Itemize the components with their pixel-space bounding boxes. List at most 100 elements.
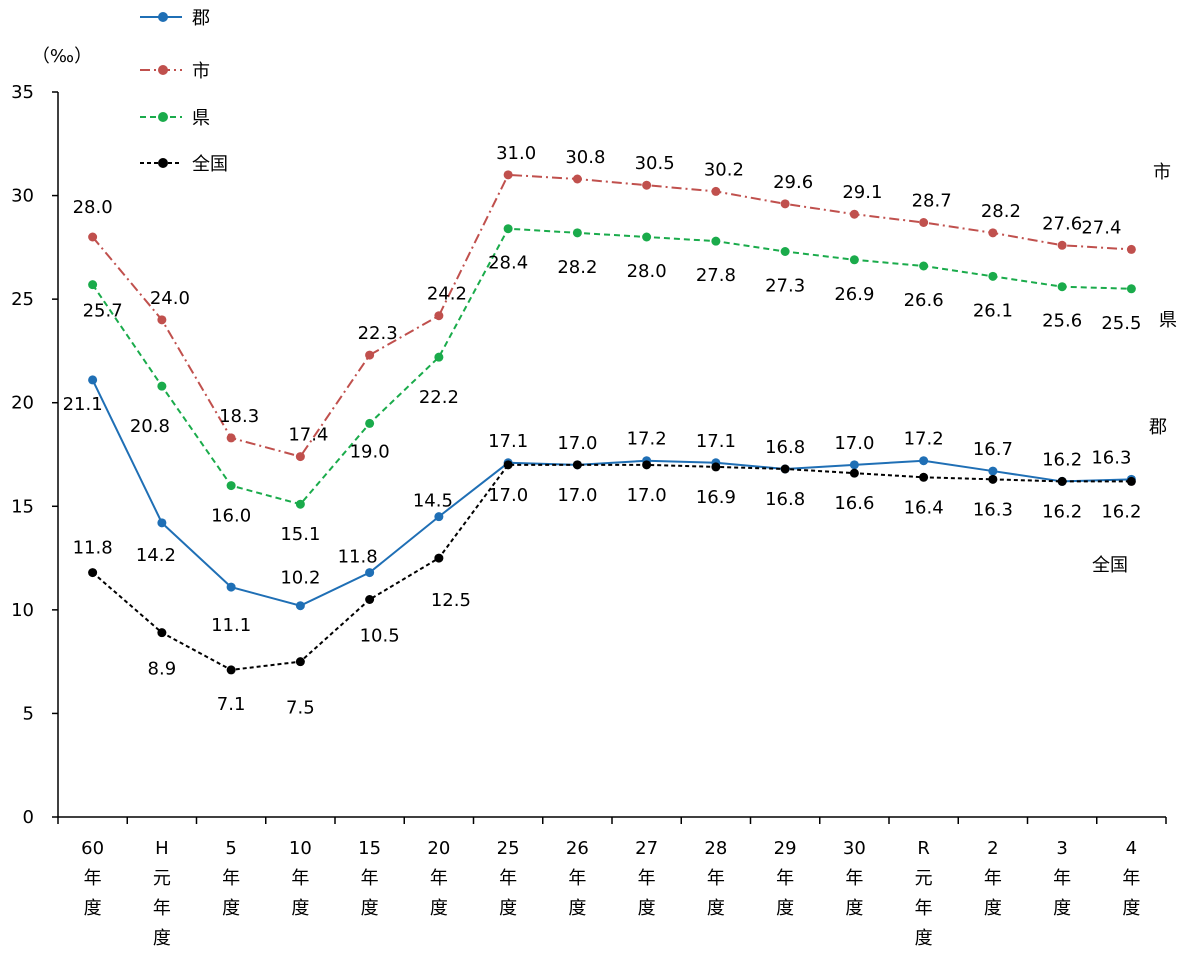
x-tick-label: 年 (153, 898, 171, 919)
y-tick-label: 30 (11, 186, 34, 207)
data-label: 28.4 (488, 253, 528, 274)
data-label: 17.2 (627, 429, 667, 450)
data-label: 30.5 (635, 153, 675, 174)
legend-label: 郡 (192, 8, 210, 29)
x-tick-label: 度 (291, 898, 309, 919)
data-point (1057, 240, 1067, 250)
data-point (295, 499, 305, 509)
data-label: 14.5 (413, 491, 453, 512)
data-label: 16.3 (1091, 447, 1131, 468)
data-point (503, 224, 513, 234)
data-label: 11.8 (338, 547, 378, 568)
data-label: 28.0 (73, 197, 113, 218)
x-tick-label: 5 (225, 838, 236, 859)
legend-marker (158, 65, 168, 75)
x-tick-label: 度 (430, 898, 448, 919)
x-tick-label: 度 (361, 898, 379, 919)
series-line-0 (91, 379, 1132, 607)
data-point (365, 350, 375, 360)
y-tick-label: 5 (23, 703, 34, 724)
data-point (572, 460, 582, 470)
data-label: 31.0 (496, 143, 536, 164)
y-unit-label: （‰） (32, 46, 92, 67)
data-point (1126, 284, 1136, 294)
data-point (642, 180, 652, 190)
data-point (226, 433, 236, 443)
x-tick-label: 年 (430, 868, 448, 889)
data-label: 17.4 (288, 425, 328, 446)
x-tick-label: 年 (845, 868, 863, 889)
legend-label: 全国 (192, 154, 228, 175)
x-tick-label: 60 (81, 838, 104, 859)
data-label: 28.2 (981, 201, 1021, 222)
data-point (365, 568, 375, 578)
y-tick-label: 15 (11, 496, 34, 517)
data-label: 16.0 (211, 506, 251, 527)
data-label: 16.3 (973, 499, 1013, 520)
x-tick-label: R (917, 838, 930, 859)
data-point (295, 601, 305, 611)
x-tick-label: 度 (568, 898, 586, 919)
data-label: 16.8 (765, 489, 805, 510)
x-tick-label: 度 (845, 898, 863, 919)
data-point (919, 218, 929, 227)
data-label: 25.7 (83, 301, 123, 322)
series-end-tag: 市 (1153, 162, 1171, 183)
x-tick-label: 年 (638, 868, 656, 889)
data-label: 16.7 (973, 439, 1013, 460)
data-label: 15.1 (280, 524, 320, 545)
data-point (434, 352, 444, 362)
x-tick-label: 15 (358, 838, 381, 859)
data-point (88, 232, 98, 242)
data-label: 22.2 (419, 387, 459, 408)
data-point (434, 512, 444, 522)
x-tick-label: 30 (843, 838, 866, 859)
data-point (503, 460, 513, 470)
data-point (1057, 282, 1067, 292)
data-point (1126, 476, 1136, 486)
x-tick-label: 2 (987, 838, 998, 859)
x-tick-label: 度 (915, 928, 933, 949)
data-label: 17.0 (557, 485, 597, 506)
data-label: 29.1 (842, 182, 882, 203)
data-label: 30.8 (565, 147, 605, 168)
x-tick-label: 20 (427, 838, 450, 859)
data-point (434, 553, 444, 563)
x-tick-label: 度 (776, 898, 794, 919)
data-point (711, 462, 721, 472)
x-tick-label: 年 (707, 868, 725, 889)
legend-marker (158, 12, 168, 22)
x-tick-label: 度 (638, 898, 656, 919)
legend-label: 市 (192, 61, 210, 82)
data-point (295, 657, 305, 667)
data-point (434, 311, 444, 321)
x-tick-label: 年 (915, 898, 933, 919)
data-label: 27.3 (765, 276, 805, 297)
data-label: 17.0 (834, 433, 874, 454)
data-label: 8.9 (148, 659, 177, 680)
y-tick-label: 0 (23, 807, 34, 828)
data-point (226, 665, 236, 675)
data-point (988, 466, 998, 476)
series-end-tag: 県 (1159, 310, 1177, 331)
legend-marker (158, 158, 168, 168)
data-label: 29.6 (773, 172, 813, 193)
x-tick-label: 元 (915, 868, 933, 889)
x-tick-label: 年 (84, 868, 102, 889)
data-point (780, 247, 790, 256)
data-point (503, 170, 513, 180)
y-tick-label: 25 (11, 289, 34, 310)
data-label: 18.3 (219, 406, 259, 427)
data-label: 26.9 (834, 284, 874, 305)
x-tick-label: 年 (568, 868, 586, 889)
x-tick-label: 年 (776, 868, 794, 889)
data-label: 16.2 (1042, 501, 1082, 522)
x-tick-label: 年 (1053, 868, 1071, 889)
x-tick-label: 度 (222, 898, 240, 919)
data-point (1126, 244, 1136, 254)
data-point (572, 228, 582, 238)
data-label: 24.2 (427, 284, 467, 305)
data-label: 17.0 (627, 485, 667, 506)
data-label: 27.8 (696, 265, 736, 286)
data-point (988, 474, 998, 484)
